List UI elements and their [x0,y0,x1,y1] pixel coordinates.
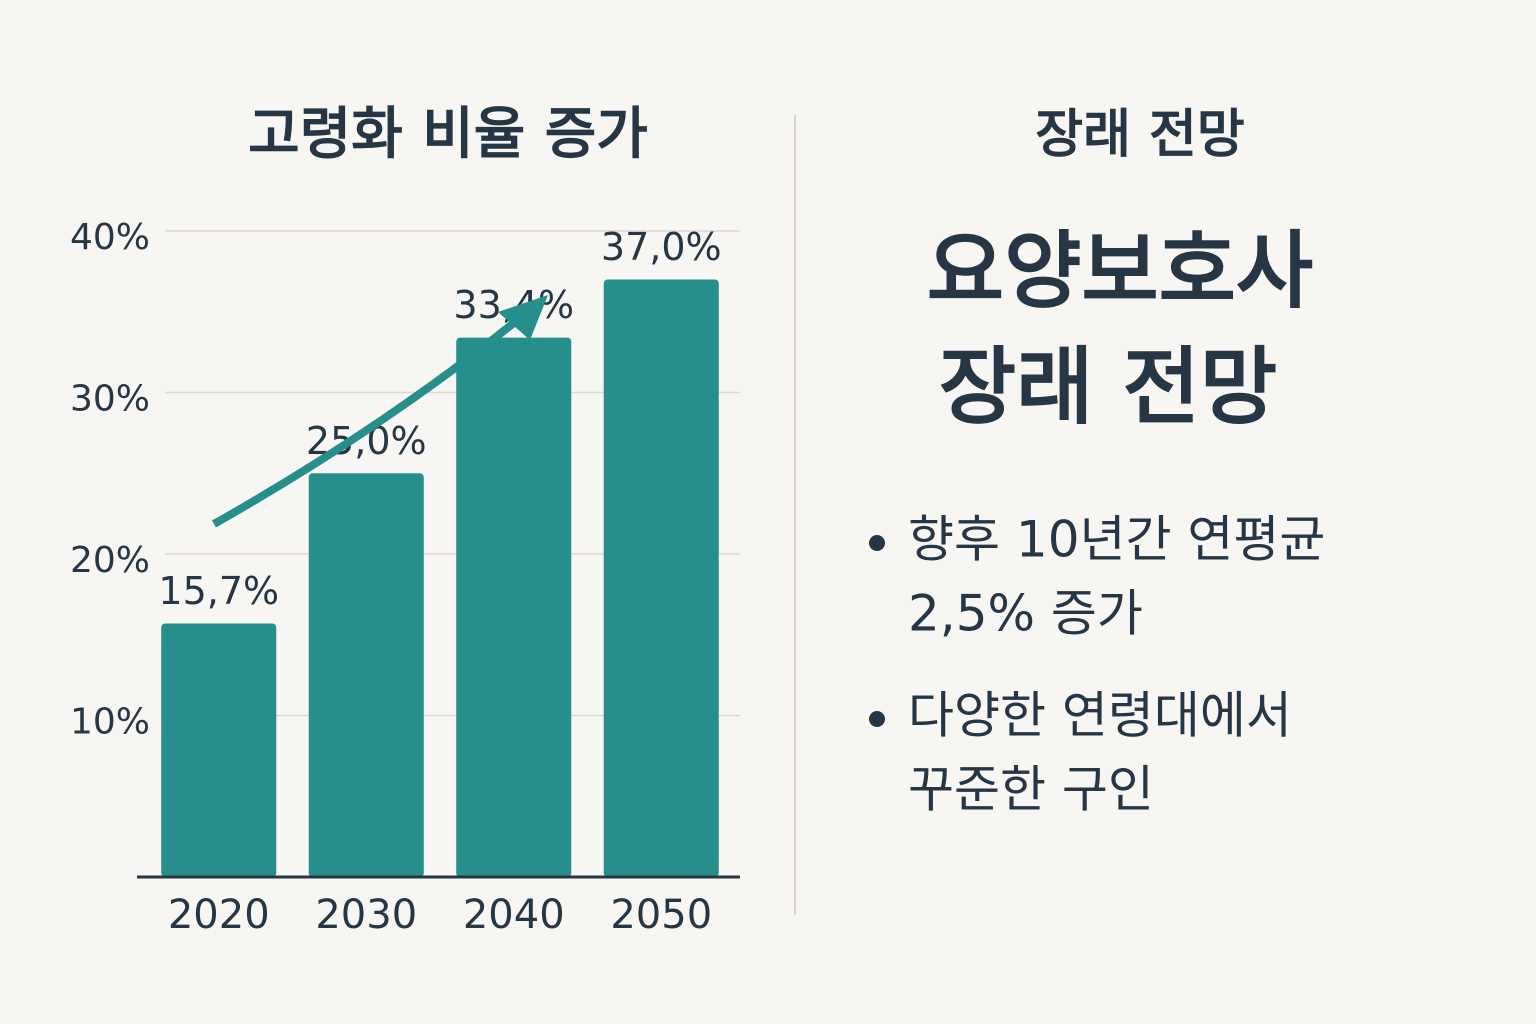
trend-arrow-head [498,295,548,340]
headline-line: 장래 전망 [939,338,1277,436]
headline-line: 요양보호사 [927,222,1313,320]
chart-title: 고령화 비율 증가 [248,102,648,167]
x-tick-label: 2020 [168,892,270,938]
bullet-text: 다양한 연령대에서 [908,687,1292,745]
bullet-text: 꾸준한 구인 [908,761,1154,819]
bullet-text: 향후 10년간 연평균 [908,511,1325,569]
bar [603,279,719,877]
y-tick-label: 30% [70,379,150,420]
x-tick-label: 2050 [610,892,712,938]
value-label: 15,7% [158,569,279,613]
trend-arrow [212,318,518,528]
y-tick-label: 20% [70,540,150,581]
x-tick-label: 2040 [463,892,565,938]
bullet-text: 2,5% 증가 [908,585,1143,643]
y-tick-label: 10% [70,702,150,743]
bar [456,337,572,878]
value-label: 37,0% [601,225,722,269]
y-tick-label: 40% [70,217,150,258]
bar [308,473,424,877]
outlook-heading: 장래 전망 [1035,105,1244,165]
bullet-dot [869,535,885,551]
bar [161,623,277,877]
x-tick-label: 2030 [315,892,417,938]
bullet-dot [869,711,885,727]
